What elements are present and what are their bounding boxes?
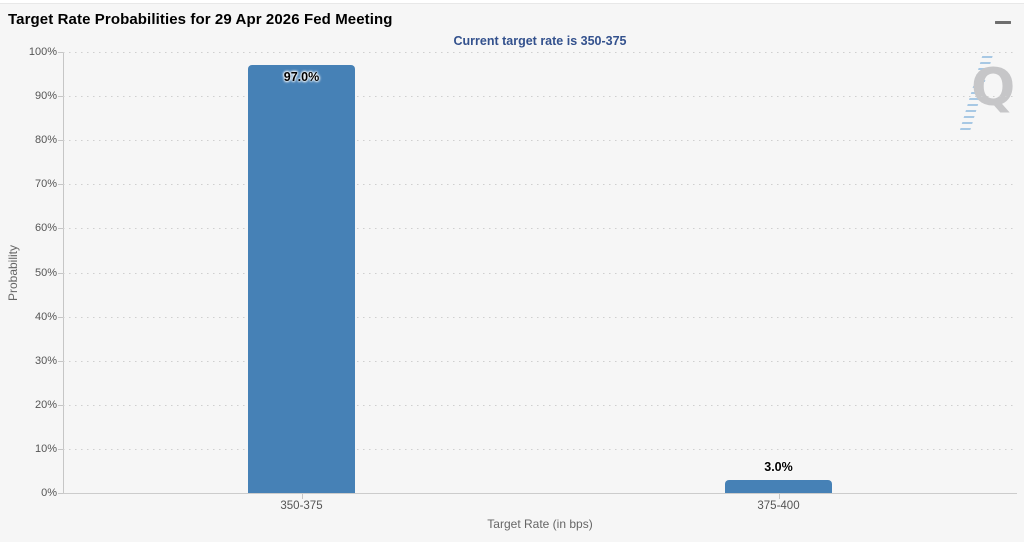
x-axis-tick — [778, 494, 780, 499]
y-gridline — [63, 360, 1017, 362]
y-axis-tick-label: 10% — [34, 442, 57, 455]
y-axis-tick — [58, 360, 63, 362]
bar-value-label: 3.0% — [764, 459, 793, 474]
y-axis-tick — [58, 184, 63, 186]
top-strip — [0, 0, 1024, 4]
y-axis-tick-label: 70% — [34, 178, 57, 191]
y-axis-tick — [58, 404, 63, 406]
y-axis-tick — [58, 316, 63, 318]
y-gridline — [63, 404, 1017, 406]
chart-title: Target Rate Probabilities for 29 Apr 202… — [8, 11, 393, 28]
y-axis-tick-label: 40% — [34, 310, 57, 323]
y-axis-tick — [58, 493, 63, 494]
y-gridline — [63, 272, 1017, 274]
y-axis-tick-label: 90% — [34, 90, 57, 103]
y-axis-tick-label: 50% — [34, 266, 57, 279]
hamburger-bar — [995, 20, 1011, 24]
y-axis-tick-label: 0% — [41, 487, 57, 499]
y-gridline — [63, 228, 1017, 230]
y-gridline — [63, 96, 1017, 98]
y-axis-tick — [58, 140, 63, 142]
y-gridline — [63, 316, 1017, 318]
y-gridline — [63, 140, 1017, 142]
y-axis-tick — [58, 272, 63, 274]
x-axis-line — [63, 493, 1017, 494]
y-axis-tick — [58, 448, 63, 450]
y-gridline — [63, 184, 1017, 186]
y-axis-tick — [58, 52, 63, 53]
y-axis-tick-label: 20% — [34, 398, 57, 411]
x-axis-tick-label: 350-375 — [280, 500, 323, 512]
y-axis-tick-label: 60% — [34, 222, 57, 235]
y-axis-tick-label: 30% — [34, 354, 57, 367]
x-axis-title: Target Rate (in bps) — [487, 517, 593, 531]
y-axis-tick — [58, 96, 63, 98]
y-axis-tick-label: 100% — [28, 46, 57, 58]
plot-area — [63, 52, 1017, 493]
y-gridline — [63, 52, 1017, 53]
probability-bar[interactable] — [248, 65, 355, 493]
y-axis-tick — [58, 228, 63, 230]
x-axis-tick-label: 375-400 — [757, 500, 800, 512]
bar-value-label: 97.0% — [283, 70, 320, 85]
y-gridline — [63, 448, 1017, 450]
hamburger-menu-icon[interactable] — [991, 11, 1015, 33]
chart-subtitle: Current target rate is 350-375 — [453, 34, 627, 48]
probability-bar[interactable] — [725, 479, 832, 493]
y-axis-tick-label: 80% — [34, 134, 57, 147]
x-axis-tick — [301, 494, 303, 499]
